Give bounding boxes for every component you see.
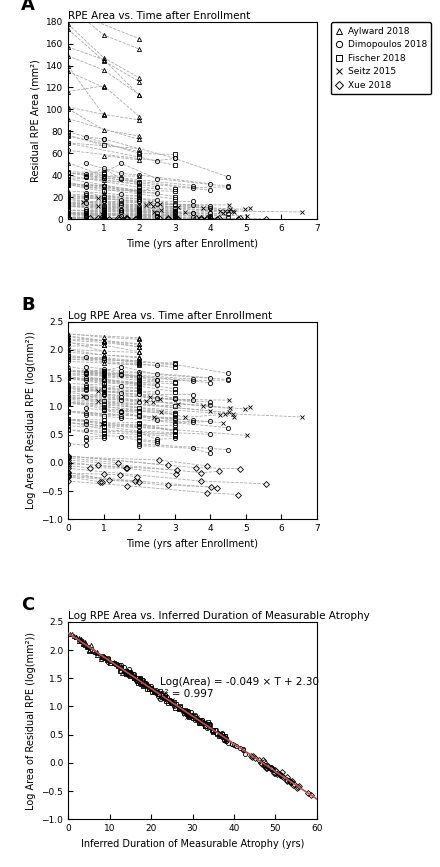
Y-axis label: Residual RPE Area (mm²): Residual RPE Area (mm²) bbox=[30, 59, 40, 182]
Text: Log RPE Area vs. Time after Enrollment: Log RPE Area vs. Time after Enrollment bbox=[68, 311, 272, 321]
Text: Log RPE Area vs. Inferred Duration of Measurable Atrophy: Log RPE Area vs. Inferred Duration of Me… bbox=[68, 611, 370, 621]
X-axis label: Inferred Duration of Measurable Atrophy (yrs): Inferred Duration of Measurable Atrophy … bbox=[81, 838, 304, 849]
X-axis label: Time (yrs after Enrollment): Time (yrs after Enrollment) bbox=[127, 538, 259, 549]
Text: A: A bbox=[21, 0, 35, 14]
Text: C: C bbox=[21, 596, 34, 614]
Legend: Aylward 2018, Dimopoulos 2018, Fischer 2018, Seitz 2015, Xue 2018: Aylward 2018, Dimopoulos 2018, Fischer 2… bbox=[331, 23, 431, 95]
Text: B: B bbox=[21, 296, 35, 314]
Text: RPE Area vs. Time after Enrollment: RPE Area vs. Time after Enrollment bbox=[68, 11, 250, 21]
Y-axis label: Log Area of Residual RPE (log(mm²)): Log Area of Residual RPE (log(mm²)) bbox=[26, 331, 36, 510]
Text: Log(Area) = -0.049 × T + 2.30
r² = 0.997: Log(Area) = -0.049 × T + 2.30 r² = 0.997 bbox=[160, 677, 319, 699]
Y-axis label: Log Area of Residual RPE (log(mm²)): Log Area of Residual RPE (log(mm²)) bbox=[26, 631, 36, 810]
X-axis label: Time (yrs after Enrollment): Time (yrs after Enrollment) bbox=[127, 238, 259, 249]
